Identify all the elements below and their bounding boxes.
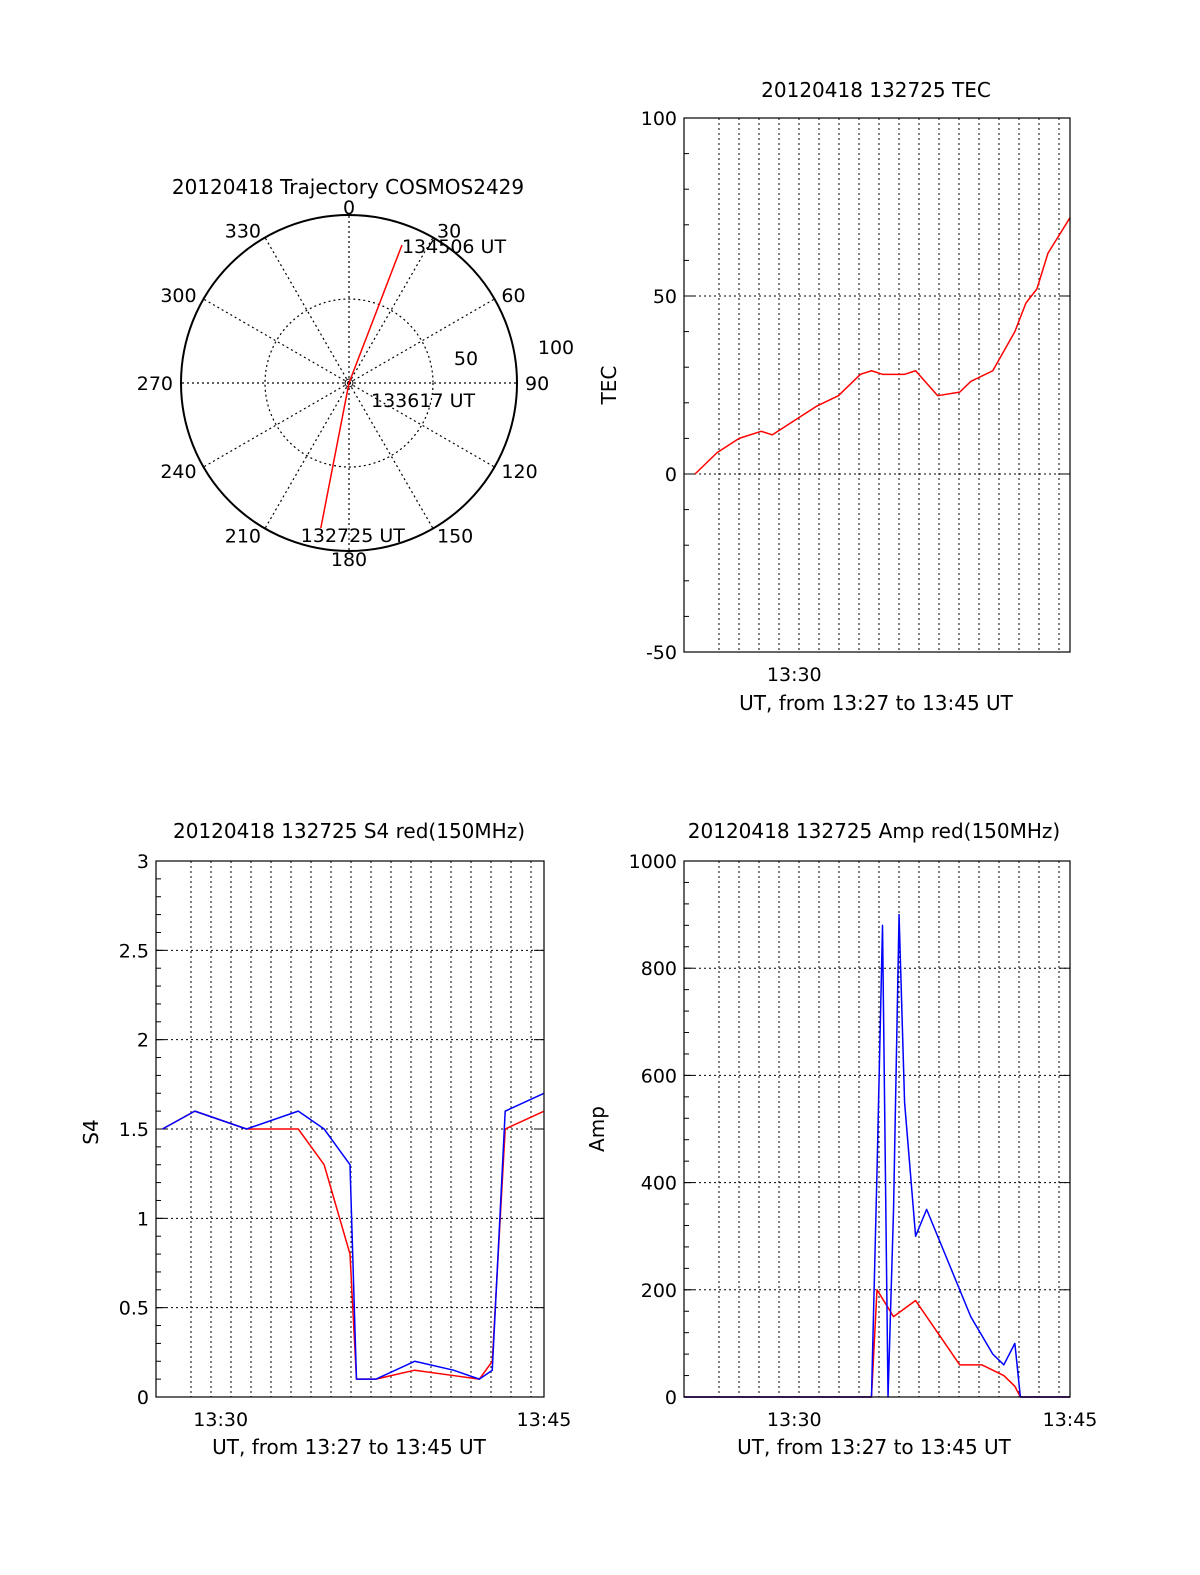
s4-ytick-label: 3	[137, 851, 149, 873]
polar-spoke	[203, 382, 350, 468]
polar-spoke	[348, 237, 434, 384]
polar-grid-ring	[264, 298, 434, 468]
amp-xtick-label: 13:30	[767, 1409, 822, 1431]
s4-ytick-label: 0	[137, 1387, 149, 1409]
amp-xlabel: UT, from 13:27 to 13:45 UT	[737, 1435, 1012, 1459]
amp-ytick-label: 400	[641, 1173, 677, 1195]
s4-xlabel: UT, from 13:27 to 13:45 UT	[212, 1435, 487, 1459]
s4-title: 20120418 132725 S4 red(150MHz)	[173, 819, 525, 843]
polar-angle-label: 30	[437, 221, 461, 243]
trajectory-title: 20120418 Trajectory COSMOS2429	[172, 175, 524, 199]
polar-angle-label: 210	[225, 525, 261, 547]
trajectory-annotation: 133617 UT	[371, 390, 475, 412]
tec-ytick-label: 0	[665, 464, 677, 486]
amp-ytick-label: 0	[665, 1387, 677, 1409]
amp-ylabel: Amp	[585, 1106, 609, 1152]
s4-ytick-label: 1	[137, 1208, 149, 1230]
tec-title: 20120418 132725 TEC	[761, 78, 991, 102]
polar-radial-label: 50	[454, 348, 478, 370]
s4-panel: 20120418 132725 S4 red(150MHz) UT, from …	[79, 819, 571, 1459]
amp-ytick-label: 1000	[629, 851, 677, 873]
polar-spoke	[348, 382, 495, 468]
tec-ytick-label: 100	[641, 108, 677, 130]
tec-ylabel: TEC	[597, 366, 621, 406]
polar-radial-label: 100	[538, 337, 574, 359]
s4-xtick-label: 13:45	[517, 1409, 572, 1431]
polar-spoke	[348, 298, 495, 384]
trajectory-annotation: 132725 UT	[301, 525, 405, 547]
s4-plot-frame	[155, 860, 545, 1398]
s4-ytick-label: 0.5	[119, 1298, 149, 1320]
polar-angle-label: 300	[160, 285, 196, 307]
polar-angle-label: 240	[160, 461, 196, 483]
s4-ytick-label: 2.5	[119, 940, 149, 962]
amp-ytick-label: 600	[641, 1065, 677, 1087]
trajectory-annotation: 134506 UT	[402, 236, 506, 258]
polar-angle-label: 0	[343, 197, 355, 219]
tec-ytick-label: -50	[646, 642, 677, 664]
amp-panel: 20120418 132725 Amp red(150MHz) UT, from…	[585, 819, 1097, 1459]
amp-series-line	[684, 1289, 1070, 1398]
polar-angle-label: 330	[225, 221, 261, 243]
s4-ylabel: S4	[79, 1119, 103, 1144]
polar-angle-label: 150	[437, 525, 473, 547]
amp-plot-frame	[683, 860, 1071, 1398]
trajectory-line	[320, 244, 403, 529]
tec-xlabel: UT, from 13:27 to 13:45 UT	[739, 691, 1014, 715]
polar-angle-label: 120	[501, 461, 537, 483]
amp-ytick-label: 800	[641, 958, 677, 980]
polar-spoke	[264, 237, 350, 384]
polar-spoke	[203, 298, 350, 384]
s4-series-line	[162, 1092, 545, 1380]
tec-panel: 20120418 132725 TEC UT, from 13:27 to 13…	[597, 78, 1071, 715]
polar-angle-label: 60	[501, 285, 525, 307]
tec-plot-frame	[683, 117, 1071, 653]
s4-xtick-label: 13:30	[193, 1409, 248, 1431]
polar-angle-label: 270	[137, 373, 173, 395]
s4-series-line	[162, 1110, 545, 1380]
tec-xtick-label: 13:30	[767, 664, 822, 686]
s4-ytick-label: 1.5	[119, 1119, 149, 1141]
trajectory-panel: 20120418 Trajectory COSMOS2429 0 30 60 90 12…	[137, 175, 574, 571]
amp-series-line	[684, 913, 1070, 1398]
tec-ytick-label: 50	[653, 286, 677, 308]
polar-angle-label: 90	[525, 373, 549, 395]
polar-angle-label: 180	[331, 549, 367, 571]
polar-outer-ring	[180, 214, 518, 552]
s4-ytick-label: 2	[137, 1030, 149, 1052]
tec-series-line	[694, 217, 1071, 475]
amp-ytick-label: 200	[641, 1280, 677, 1302]
amp-title: 20120418 132725 Amp red(150MHz)	[688, 819, 1060, 843]
polar-center	[344, 378, 354, 388]
amp-xtick-label: 13:45	[1043, 1409, 1098, 1431]
